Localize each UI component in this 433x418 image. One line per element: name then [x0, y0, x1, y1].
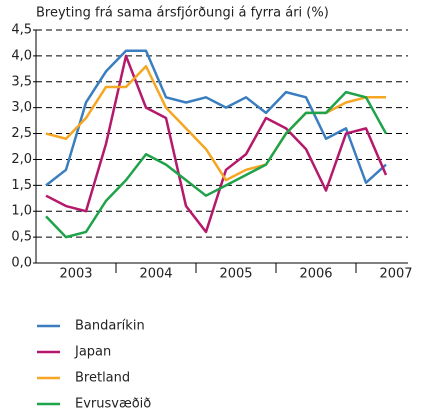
y-tick-label: 4,5	[11, 23, 32, 38]
y-tick-label: 0,0	[11, 256, 32, 271]
legend-label: Bandaríkin	[75, 319, 145, 334]
series-line	[45, 49, 387, 187]
y-tick-label: 2,0	[11, 152, 32, 167]
legend-label: Evrusvæðið	[75, 397, 151, 412]
legend-label: Bretland	[75, 371, 130, 386]
x-tick-label: 2007	[379, 267, 412, 282]
y-tick-label: 0,5	[11, 230, 32, 245]
series-line	[45, 90, 388, 239]
series-line	[45, 54, 388, 234]
chart-title: Breyting frá sama ársfjórðungi á fyrra á…	[36, 6, 329, 21]
y-tick-label: 3,0	[11, 100, 32, 115]
legend-label: Japan	[74, 345, 111, 360]
x-tick-label: 2006	[299, 267, 332, 282]
y-tick-label: 1,0	[11, 204, 32, 219]
x-tick-label: 2005	[219, 267, 252, 282]
y-tick-label: 1,5	[11, 178, 32, 193]
y-tick-label: 3,5	[11, 74, 32, 89]
y-tick-label: 2,5	[11, 126, 32, 141]
x-tick-label: 2003	[59, 267, 92, 282]
y-tick-label: 4,0	[11, 48, 32, 63]
x-tick-label: 2004	[139, 267, 172, 282]
